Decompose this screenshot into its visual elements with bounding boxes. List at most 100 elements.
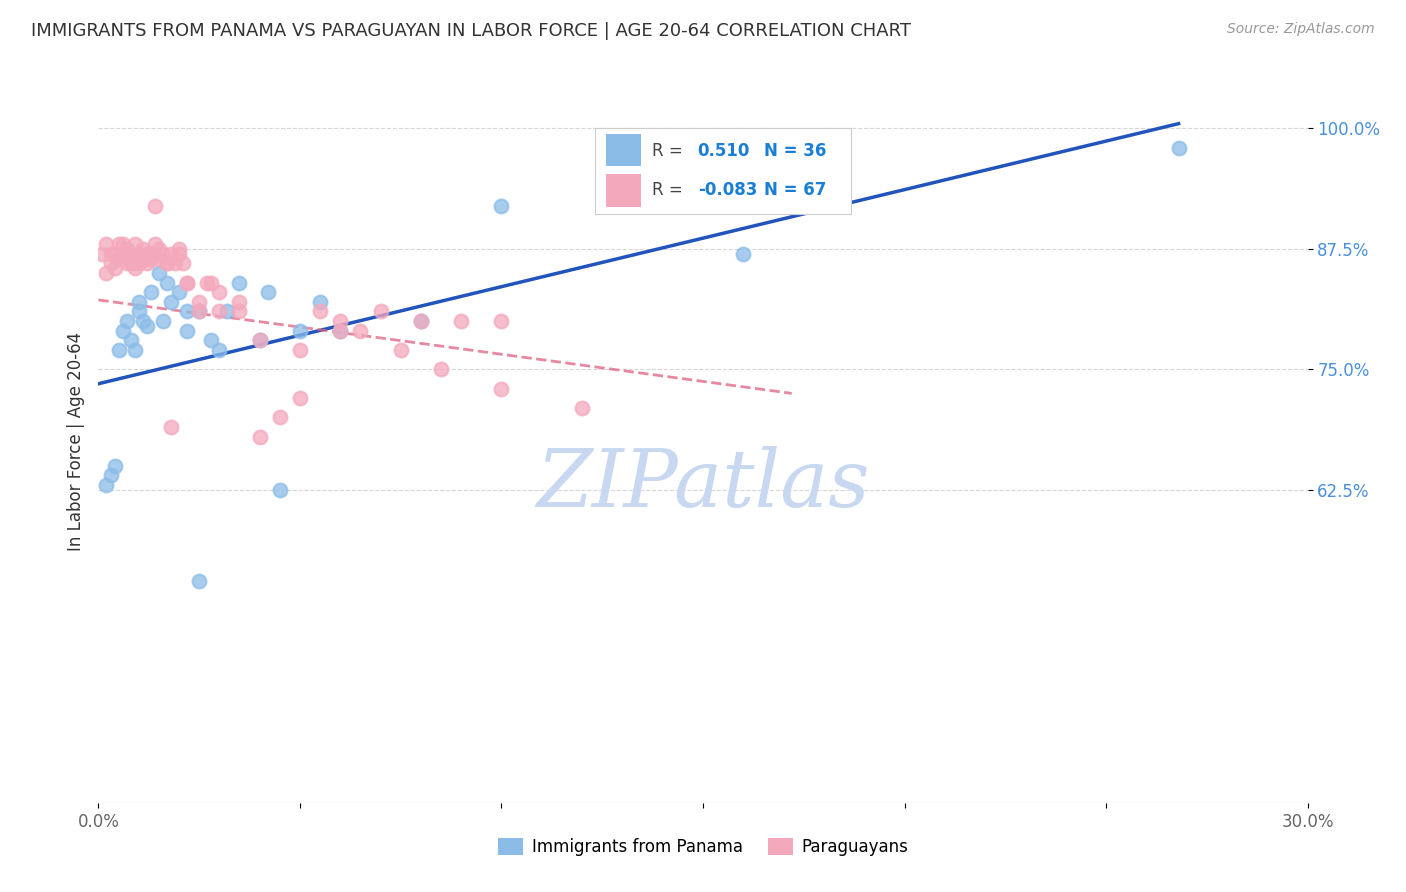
Point bbox=[1167, 141, 1189, 155]
Point bbox=[132, 242, 155, 256]
Point bbox=[156, 256, 179, 270]
FancyBboxPatch shape bbox=[606, 174, 641, 207]
Point bbox=[228, 294, 250, 309]
Point bbox=[100, 256, 122, 270]
Point bbox=[188, 304, 211, 318]
Point bbox=[491, 314, 513, 328]
Point bbox=[132, 314, 155, 328]
Point bbox=[139, 246, 162, 260]
Text: R =: R = bbox=[651, 181, 682, 199]
Y-axis label: In Labor Force | Age 20-64: In Labor Force | Age 20-64 bbox=[66, 332, 84, 551]
Point bbox=[148, 266, 170, 280]
Point bbox=[288, 391, 311, 405]
Text: -0.083: -0.083 bbox=[697, 181, 756, 199]
Point bbox=[176, 304, 198, 318]
Point bbox=[309, 304, 332, 318]
Point bbox=[139, 252, 162, 266]
Point bbox=[160, 246, 183, 260]
Point bbox=[107, 237, 129, 252]
Point bbox=[132, 252, 155, 266]
Point bbox=[156, 256, 179, 270]
Point bbox=[163, 256, 186, 270]
Point bbox=[188, 574, 211, 589]
Point bbox=[96, 266, 118, 280]
Point bbox=[148, 252, 170, 266]
Point bbox=[111, 237, 134, 252]
Text: IMMIGRANTS FROM PANAMA VS PARAGUAYAN IN LABOR FORCE | AGE 20-64 CORRELATION CHAR: IMMIGRANTS FROM PANAMA VS PARAGUAYAN IN … bbox=[31, 22, 911, 40]
Point bbox=[143, 237, 166, 252]
FancyBboxPatch shape bbox=[606, 134, 641, 166]
Point bbox=[309, 294, 332, 309]
Text: ZIPatlas: ZIPatlas bbox=[536, 446, 870, 524]
Point bbox=[491, 382, 513, 396]
Point bbox=[128, 304, 150, 318]
Point bbox=[160, 420, 183, 434]
Point bbox=[329, 314, 352, 328]
Point bbox=[139, 285, 162, 300]
Point bbox=[228, 276, 250, 290]
Point bbox=[195, 276, 218, 290]
Point bbox=[135, 256, 157, 270]
Point bbox=[329, 324, 352, 338]
Point bbox=[111, 246, 134, 260]
Point bbox=[152, 246, 174, 260]
Point bbox=[249, 334, 271, 348]
Point bbox=[172, 256, 194, 270]
Point bbox=[148, 242, 170, 256]
Point bbox=[450, 314, 472, 328]
Point bbox=[349, 324, 371, 338]
Point bbox=[100, 468, 122, 483]
Point bbox=[167, 242, 190, 256]
Point bbox=[733, 246, 755, 260]
Point bbox=[249, 430, 271, 444]
Point bbox=[103, 261, 125, 276]
Point bbox=[120, 256, 142, 270]
Point bbox=[135, 318, 157, 333]
Point bbox=[176, 276, 198, 290]
Point bbox=[288, 343, 311, 357]
Point bbox=[124, 237, 146, 252]
Text: R =: R = bbox=[651, 142, 682, 160]
Point bbox=[120, 334, 142, 348]
Point bbox=[128, 294, 150, 309]
Point bbox=[208, 304, 231, 318]
Point bbox=[200, 276, 222, 290]
Point bbox=[96, 237, 118, 252]
Point bbox=[120, 246, 142, 260]
Point bbox=[269, 483, 291, 497]
Point bbox=[370, 304, 392, 318]
Point bbox=[143, 198, 166, 212]
Point bbox=[107, 252, 129, 266]
Point bbox=[115, 314, 138, 328]
Point bbox=[111, 324, 134, 338]
Point bbox=[91, 246, 114, 260]
Point bbox=[120, 252, 142, 266]
Point bbox=[409, 314, 432, 328]
Point bbox=[176, 276, 198, 290]
Point bbox=[128, 246, 150, 260]
Text: Source: ZipAtlas.com: Source: ZipAtlas.com bbox=[1227, 22, 1375, 37]
Point bbox=[269, 410, 291, 425]
Point bbox=[188, 304, 211, 318]
Point bbox=[103, 246, 125, 260]
Point bbox=[152, 314, 174, 328]
Point bbox=[430, 362, 453, 376]
Text: N = 36: N = 36 bbox=[765, 142, 827, 160]
Point bbox=[167, 285, 190, 300]
Point bbox=[124, 261, 146, 276]
Legend: Immigrants from Panama, Paraguayans: Immigrants from Panama, Paraguayans bbox=[492, 831, 914, 863]
Point bbox=[124, 343, 146, 357]
Point bbox=[256, 285, 278, 300]
Point bbox=[409, 314, 432, 328]
Point bbox=[329, 324, 352, 338]
Point bbox=[167, 246, 190, 260]
Point bbox=[208, 285, 231, 300]
Point bbox=[208, 343, 231, 357]
Point bbox=[160, 294, 183, 309]
Point bbox=[115, 242, 138, 256]
Point bbox=[156, 276, 179, 290]
Point bbox=[103, 458, 125, 473]
Point bbox=[188, 294, 211, 309]
Point bbox=[96, 478, 118, 492]
Point bbox=[124, 256, 146, 270]
